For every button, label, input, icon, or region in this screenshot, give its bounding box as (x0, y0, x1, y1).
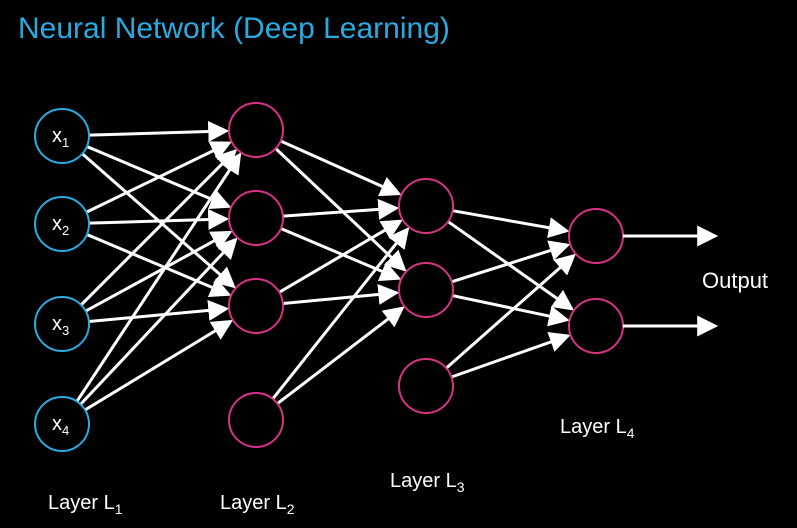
edge (277, 309, 401, 404)
hidden-node (229, 279, 283, 333)
edge (85, 322, 229, 410)
layer-label: Layer L3 (390, 470, 465, 495)
edge (279, 222, 399, 293)
edge (283, 293, 395, 304)
output-label: Output (702, 268, 768, 294)
edge (89, 309, 225, 322)
network-diagram: x1x2x3x4 (0, 0, 797, 528)
hidden-node (229, 393, 283, 447)
layer-label: Layer L4 (560, 416, 635, 441)
hidden-node (229, 103, 283, 157)
hidden-node (399, 263, 453, 317)
layer-label: Layer L1 (48, 492, 123, 517)
hidden-node (569, 209, 623, 263)
edge (452, 296, 565, 320)
edge (89, 219, 225, 223)
hidden-node (399, 179, 453, 233)
hidden-node (569, 299, 623, 353)
edge (453, 211, 566, 231)
edge (89, 131, 225, 135)
hidden-node (399, 359, 453, 413)
hidden-node (229, 191, 283, 245)
edge (281, 141, 398, 193)
edge (446, 257, 573, 369)
layer-label: Layer L2 (220, 492, 295, 517)
edge (281, 229, 398, 278)
edge (451, 336, 566, 377)
